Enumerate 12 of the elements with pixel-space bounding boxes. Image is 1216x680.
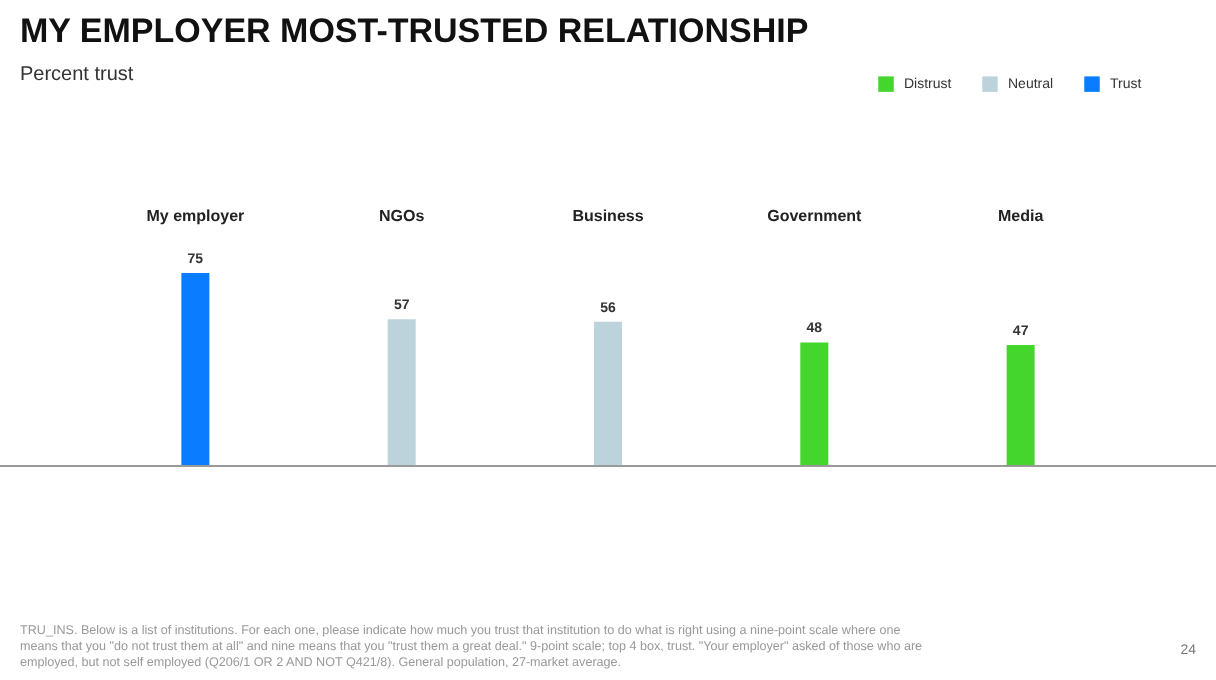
bar [387, 319, 416, 466]
chart-title: MY EMPLOYER MOST-TRUSTED RELATIONSHIP [20, 12, 809, 50]
bar [1006, 344, 1035, 466]
x-tick-label: Business [572, 207, 645, 225]
bar [181, 272, 210, 466]
x-tick-label: My employer [146, 207, 245, 225]
x-tick-label: Media [997, 207, 1045, 225]
x-tick-label: NGOs [379, 207, 426, 225]
x-tick-label: Government [767, 207, 863, 225]
bar [800, 342, 829, 466]
bar [594, 321, 622, 466]
chart-subtitle: Percent trust [20, 64, 134, 86]
